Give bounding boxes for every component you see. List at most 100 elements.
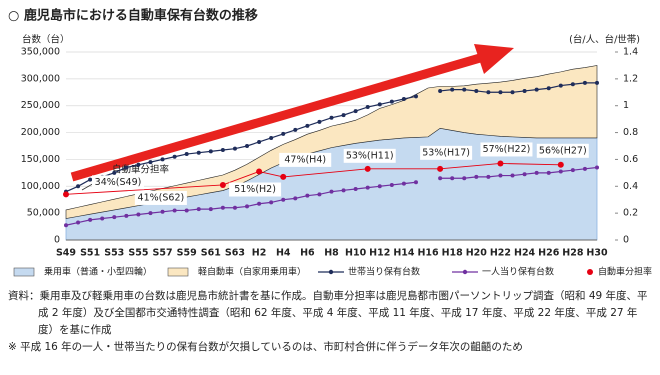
line-dot — [522, 172, 527, 177]
line-dot — [88, 217, 93, 222]
line-dot — [196, 150, 201, 155]
line-dot — [269, 135, 274, 140]
line-dot — [232, 205, 237, 210]
x-tick-label: H18 — [442, 248, 464, 259]
data-label: 57%(H22) — [483, 144, 531, 155]
share-dot — [497, 160, 504, 167]
line-dot — [353, 186, 358, 191]
y-axis-label: 台数（台） — [22, 34, 70, 46]
x-tick-label: H28 — [562, 248, 584, 259]
line-dot — [220, 148, 225, 153]
line-dot — [281, 197, 286, 202]
x-tick-label: H2 — [252, 248, 267, 259]
legend-dot — [587, 269, 593, 275]
note: 資料：乗用車及び軽乗用車の台数は鹿児島市統計書を基に作成。自動車分担率は鹿児島都… — [8, 290, 648, 336]
line-dot — [269, 200, 274, 205]
connector — [65, 184, 223, 195]
connector — [440, 163, 501, 170]
line-dot — [595, 165, 599, 170]
legend-label: 世帯当り保有台数 — [348, 266, 420, 278]
data-label: 41%(S62) — [138, 192, 185, 203]
label-box — [92, 175, 144, 190]
x-tick-label: S49 — [56, 248, 76, 259]
trend-arrow — [70, 44, 514, 182]
line-dot — [438, 176, 443, 181]
line-dot — [329, 115, 334, 120]
line-dot — [329, 189, 334, 194]
line-dot — [486, 174, 491, 179]
line-dot — [582, 166, 587, 171]
y-tick-label: 250,000 — [21, 100, 60, 111]
x-tick-label: H30 — [586, 248, 608, 259]
x-tick-label: S53 — [104, 248, 124, 259]
line-dot — [124, 165, 129, 170]
label-box — [536, 143, 589, 158]
connector — [258, 171, 284, 178]
data-label: 51%(H2) — [234, 184, 276, 195]
line-dot — [534, 170, 539, 175]
line-dot — [353, 109, 358, 114]
label-box — [279, 152, 332, 167]
legend-label: 一人当り保有台数 — [482, 266, 554, 278]
x-tick-label: H26 — [538, 248, 560, 259]
x-tick-label: S63 — [225, 248, 245, 259]
line-dot — [474, 88, 479, 93]
line-dot — [64, 223, 68, 228]
y2-tick-label: 1 — [623, 100, 629, 111]
x-tick-label: H6 — [300, 248, 315, 259]
line — [65, 166, 598, 226]
line-dot — [305, 123, 310, 128]
line-dot — [510, 173, 515, 178]
y2-tick-label: 0.8 — [623, 127, 638, 138]
line-dot — [450, 87, 455, 92]
line-dot — [498, 90, 503, 95]
connector — [500, 163, 561, 166]
x-tick-label: H20 — [466, 248, 488, 259]
line-dot — [76, 220, 81, 225]
line-dot — [76, 184, 81, 189]
line-dot — [208, 149, 213, 154]
line-dot — [100, 216, 105, 221]
line-dot — [245, 204, 250, 209]
line-dot — [88, 177, 93, 182]
share-dot — [280, 173, 287, 180]
line-dot — [148, 160, 153, 165]
line-dot — [377, 102, 382, 107]
y2-tick-label: 0.4 — [623, 181, 638, 192]
line-dot — [293, 196, 298, 201]
note: ※ 平成 16 年の一人・世帯当たりの保有台数が欠損しているのは、市町村合併に伴… — [8, 341, 523, 353]
line-dot — [413, 180, 418, 185]
line-dot — [341, 113, 346, 118]
arrow-shaft — [70, 53, 482, 182]
line-dot — [257, 201, 262, 206]
line-dot — [510, 90, 515, 95]
share-dot — [364, 165, 371, 172]
y-tick-label: 0 — [54, 235, 60, 246]
line-dot — [498, 173, 503, 178]
x-tick-label: S61 — [201, 248, 221, 259]
share-dot — [557, 161, 564, 168]
y2-tick-label: 0 — [623, 235, 629, 246]
line-dot — [595, 80, 599, 85]
x-tick-label: S55 — [128, 248, 148, 259]
line-dot — [389, 99, 394, 104]
y-tick-label: 50,000 — [27, 208, 60, 219]
line-dot — [160, 157, 165, 162]
legend-dot — [328, 269, 334, 275]
line-dot — [317, 192, 322, 197]
x-tick-label: H4 — [276, 248, 291, 259]
notes: 資料：乗用車及び軽乗用車の台数は鹿児島市統計書を基に作成。自動車分担率は鹿児島都… — [8, 288, 648, 356]
line-dot — [522, 88, 527, 93]
legend-label: 乗用車（普通・小型四輪） — [44, 266, 152, 278]
line-dot — [160, 209, 165, 214]
x-tick-label: H12 — [369, 248, 390, 259]
share-dot — [219, 181, 226, 188]
data-label: 56%(H27) — [539, 145, 587, 156]
line-dot — [486, 90, 491, 95]
x-tick-label: S57 — [153, 248, 173, 259]
legend-dot — [462, 269, 468, 275]
label-box — [229, 182, 282, 197]
line-dot — [546, 170, 551, 175]
line-dot — [474, 174, 479, 179]
share-dot — [256, 168, 263, 175]
